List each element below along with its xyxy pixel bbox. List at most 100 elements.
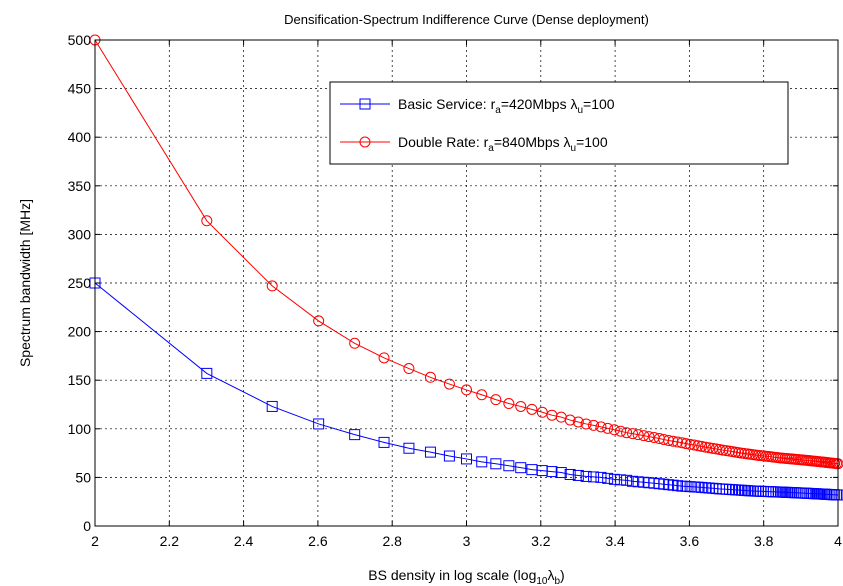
data-point bbox=[564, 468, 576, 480]
x-tick-label: 3.6 bbox=[680, 533, 700, 549]
data-point bbox=[503, 398, 515, 410]
data-point bbox=[602, 422, 614, 434]
data-point bbox=[201, 367, 213, 379]
x-axis-label: BS density in log scale (log10λb) bbox=[368, 567, 564, 586]
y-tick-label: 100 bbox=[68, 421, 92, 437]
data-point bbox=[349, 429, 361, 441]
data-point bbox=[627, 475, 639, 487]
data-point bbox=[684, 438, 696, 450]
data-point bbox=[608, 473, 620, 485]
data-point bbox=[615, 425, 627, 437]
x-tick-label: 2 bbox=[91, 533, 99, 549]
data-point bbox=[632, 429, 644, 441]
data-point bbox=[403, 442, 415, 454]
tick-layer: 2 2.2 2.4 2.6 2.8 3 3.2 3.4 3.6 3.8 4 0 50 100 150 200 2… bbox=[68, 32, 842, 549]
x-tick-label: 2.2 bbox=[160, 533, 180, 549]
data-point bbox=[546, 466, 558, 478]
data-point bbox=[490, 394, 502, 406]
data-point bbox=[378, 436, 390, 448]
legend-marker bbox=[359, 98, 371, 110]
data-point bbox=[443, 450, 455, 462]
data-point bbox=[490, 458, 502, 470]
data-point bbox=[595, 471, 607, 483]
data-point bbox=[663, 434, 675, 446]
series-layer bbox=[89, 34, 843, 501]
data-point bbox=[201, 215, 213, 227]
data-point bbox=[667, 435, 679, 447]
data-point bbox=[688, 439, 700, 451]
data-point bbox=[627, 428, 639, 440]
data-point bbox=[692, 440, 704, 452]
data-point bbox=[476, 456, 488, 468]
data-point bbox=[424, 446, 436, 458]
data-point bbox=[443, 378, 455, 390]
data-point bbox=[564, 414, 576, 426]
x-tick-label: 3.4 bbox=[605, 533, 625, 549]
data-point bbox=[313, 418, 325, 430]
legend-label: Basic Service: ra=420Mbps λu=100 bbox=[398, 96, 615, 116]
x-tick-label: 3.8 bbox=[754, 533, 774, 549]
data-point bbox=[672, 436, 684, 448]
legend-marker bbox=[359, 136, 371, 148]
legend-label: Double Rate: ra=840Mbps λu=100 bbox=[398, 134, 608, 154]
data-point bbox=[461, 453, 472, 465]
data-point bbox=[699, 441, 711, 453]
chart-title: Densification-Spectrum Indifference Curv… bbox=[284, 12, 649, 27]
data-point bbox=[595, 421, 607, 433]
series-double-rate bbox=[89, 34, 843, 470]
data-point bbox=[378, 352, 390, 364]
x-tick-label: 3.2 bbox=[531, 533, 551, 549]
data-point bbox=[349, 337, 361, 349]
data-point bbox=[608, 424, 620, 436]
y-tick-label: 300 bbox=[68, 226, 92, 242]
data-point bbox=[313, 315, 325, 327]
data-point bbox=[461, 384, 472, 396]
data-point bbox=[424, 371, 436, 383]
data-point bbox=[526, 403, 538, 415]
data-point bbox=[696, 440, 708, 452]
data-point bbox=[476, 389, 488, 401]
y-tick-label: 450 bbox=[68, 81, 92, 97]
y-tick-label: 500 bbox=[68, 32, 92, 48]
data-point bbox=[266, 280, 278, 292]
data-point bbox=[580, 418, 592, 430]
data-point bbox=[515, 462, 527, 474]
y-tick-label: 150 bbox=[68, 372, 92, 388]
data-point bbox=[676, 437, 688, 449]
data-point bbox=[580, 470, 592, 482]
legend-item: Basic Service: ra=420Mbps λu=100 bbox=[340, 96, 615, 116]
y-tick-label: 250 bbox=[68, 275, 92, 291]
y-tick-label: 50 bbox=[75, 469, 91, 485]
data-point bbox=[621, 427, 633, 439]
data-point bbox=[503, 460, 515, 472]
y-tick-label: 400 bbox=[68, 129, 92, 145]
data-point bbox=[621, 474, 633, 486]
data-point bbox=[572, 469, 584, 481]
x-tick-label: 2.4 bbox=[234, 533, 254, 549]
data-point bbox=[602, 472, 614, 484]
data-point bbox=[703, 442, 715, 454]
data-point bbox=[555, 467, 567, 479]
data-point bbox=[515, 400, 527, 412]
y-tick-label: 200 bbox=[68, 324, 92, 340]
data-point bbox=[572, 416, 584, 428]
data-point bbox=[632, 476, 644, 488]
x-tick-label: 3 bbox=[463, 533, 471, 549]
x-tick-label: 2.8 bbox=[382, 533, 402, 549]
series-basic-service bbox=[89, 277, 843, 501]
legend-box bbox=[329, 81, 789, 165]
data-point bbox=[588, 419, 600, 431]
data-point bbox=[638, 430, 650, 442]
data-point bbox=[643, 431, 655, 443]
data-point bbox=[680, 438, 692, 450]
y-axis-label: Spectrum bandwidth [MHz] bbox=[17, 199, 33, 367]
y-tick-label: 0 bbox=[83, 518, 91, 534]
x-tick-label: 2.6 bbox=[308, 533, 328, 549]
legend: Basic Service: ra=420Mbps λu=100 Double R… bbox=[329, 81, 789, 165]
series-line bbox=[94, 282, 839, 496]
legend-item: Double Rate: ra=840Mbps λu=100 bbox=[340, 134, 608, 154]
data-point bbox=[615, 474, 627, 486]
data-point bbox=[588, 471, 600, 483]
data-point bbox=[403, 363, 415, 375]
